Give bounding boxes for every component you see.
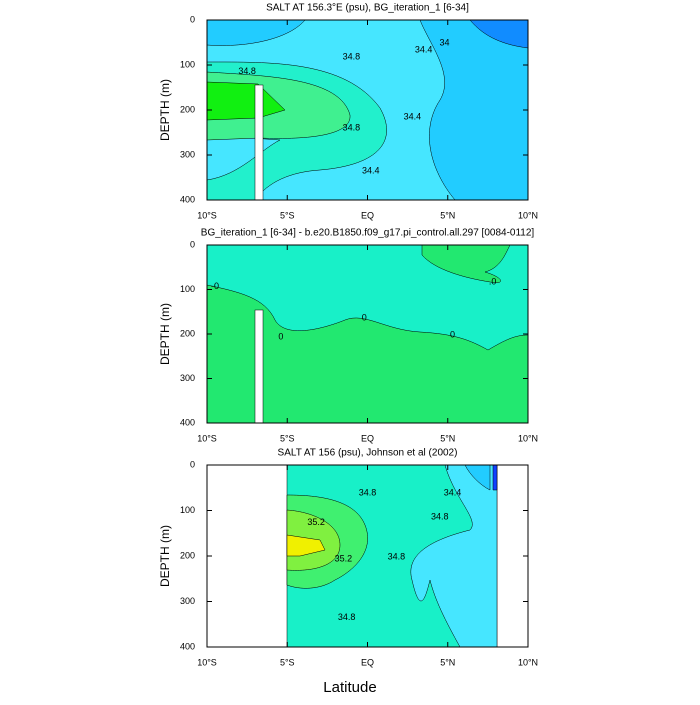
panel-2-fill — [206, 244, 529, 424]
x-tick-label: 5°N — [440, 210, 455, 220]
y-tick-label: 300 — [180, 596, 195, 606]
y-axis-label: DEPTH (m) — [158, 79, 172, 141]
y-tick-label: 200 — [180, 550, 195, 560]
y-tick-label: 300 — [180, 149, 195, 159]
contour-label: 34.8 — [338, 612, 356, 622]
y-axis-label: DEPTH (m) — [158, 303, 172, 365]
x-tick-label: 5°S — [280, 657, 295, 667]
x-tick-label: EQ — [361, 210, 374, 220]
contour-label: 34.8 — [343, 122, 361, 132]
x-tick-label: EQ — [361, 433, 374, 443]
x-tick-label: EQ — [361, 657, 374, 667]
y-tick-label: 400 — [180, 194, 195, 204]
y-tick-label: 0 — [190, 239, 195, 249]
contour-label: 34.8 — [343, 51, 361, 61]
contour-label: 34.4 — [415, 45, 433, 55]
contour-label: 0 — [278, 331, 283, 341]
contour-label: -0 — [211, 281, 219, 291]
contour-label: 34.4 — [444, 488, 462, 498]
x-tick-label: 10°N — [518, 433, 538, 443]
x-tick-label: 10°S — [197, 210, 217, 220]
contour-label: 34.8 — [238, 66, 256, 76]
chart-title: SALT AT 156 (psu), Johnson et al (2002) — [278, 448, 458, 459]
y-tick-label: 0 — [190, 14, 195, 24]
y-tick-label: 100 — [180, 505, 195, 515]
panel-3-fill — [286, 464, 498, 648]
y-tick-label: 300 — [180, 373, 195, 383]
contour-label: .0 — [489, 276, 497, 286]
contour-label: 34.4 — [362, 166, 380, 176]
panel-1-fill — [206, 19, 529, 201]
y-tick-label: 100 — [180, 284, 195, 294]
x-tick-label: 10°N — [518, 210, 538, 220]
y-tick-label: 400 — [180, 417, 195, 427]
chart-title: SALT AT 156.3°E (psu), BG_iteration_1 [6… — [266, 3, 469, 14]
contour-label: 34.4 — [404, 112, 422, 122]
contour-label: 35.2 — [307, 517, 325, 527]
y-tick-label: 0 — [190, 459, 195, 469]
x-tick-label: 5°S — [280, 210, 295, 220]
y-tick-label: 200 — [180, 328, 195, 338]
x-tick-label: 10°S — [197, 657, 217, 667]
contour-label: 34 — [440, 37, 450, 47]
chart-title: BG_iteration_1 [6-34] - b.e20.B1850.f09_… — [201, 228, 535, 239]
y-tick-label: 100 — [180, 59, 195, 69]
contour-label: 0 — [362, 312, 367, 322]
contour-label: 0 — [450, 329, 455, 339]
x-tick-label: 10°S — [197, 433, 217, 443]
y-axis-label: DEPTH (m) — [158, 525, 172, 587]
contour-label: 34.8 — [431, 512, 449, 522]
y-tick-label: 200 — [180, 104, 195, 114]
x-axis-label: Latitude — [323, 679, 376, 696]
contour-label: 34.8 — [388, 551, 406, 561]
x-tick-label: 10°N — [518, 657, 538, 667]
x-tick-label: 5°S — [280, 433, 295, 443]
contour-label: 35.2 — [335, 554, 353, 564]
y-tick-label: 400 — [180, 641, 195, 651]
contour-label: 34.8 — [359, 488, 377, 498]
x-tick-label: 5°N — [440, 433, 455, 443]
x-tick-label: 5°N — [440, 657, 455, 667]
